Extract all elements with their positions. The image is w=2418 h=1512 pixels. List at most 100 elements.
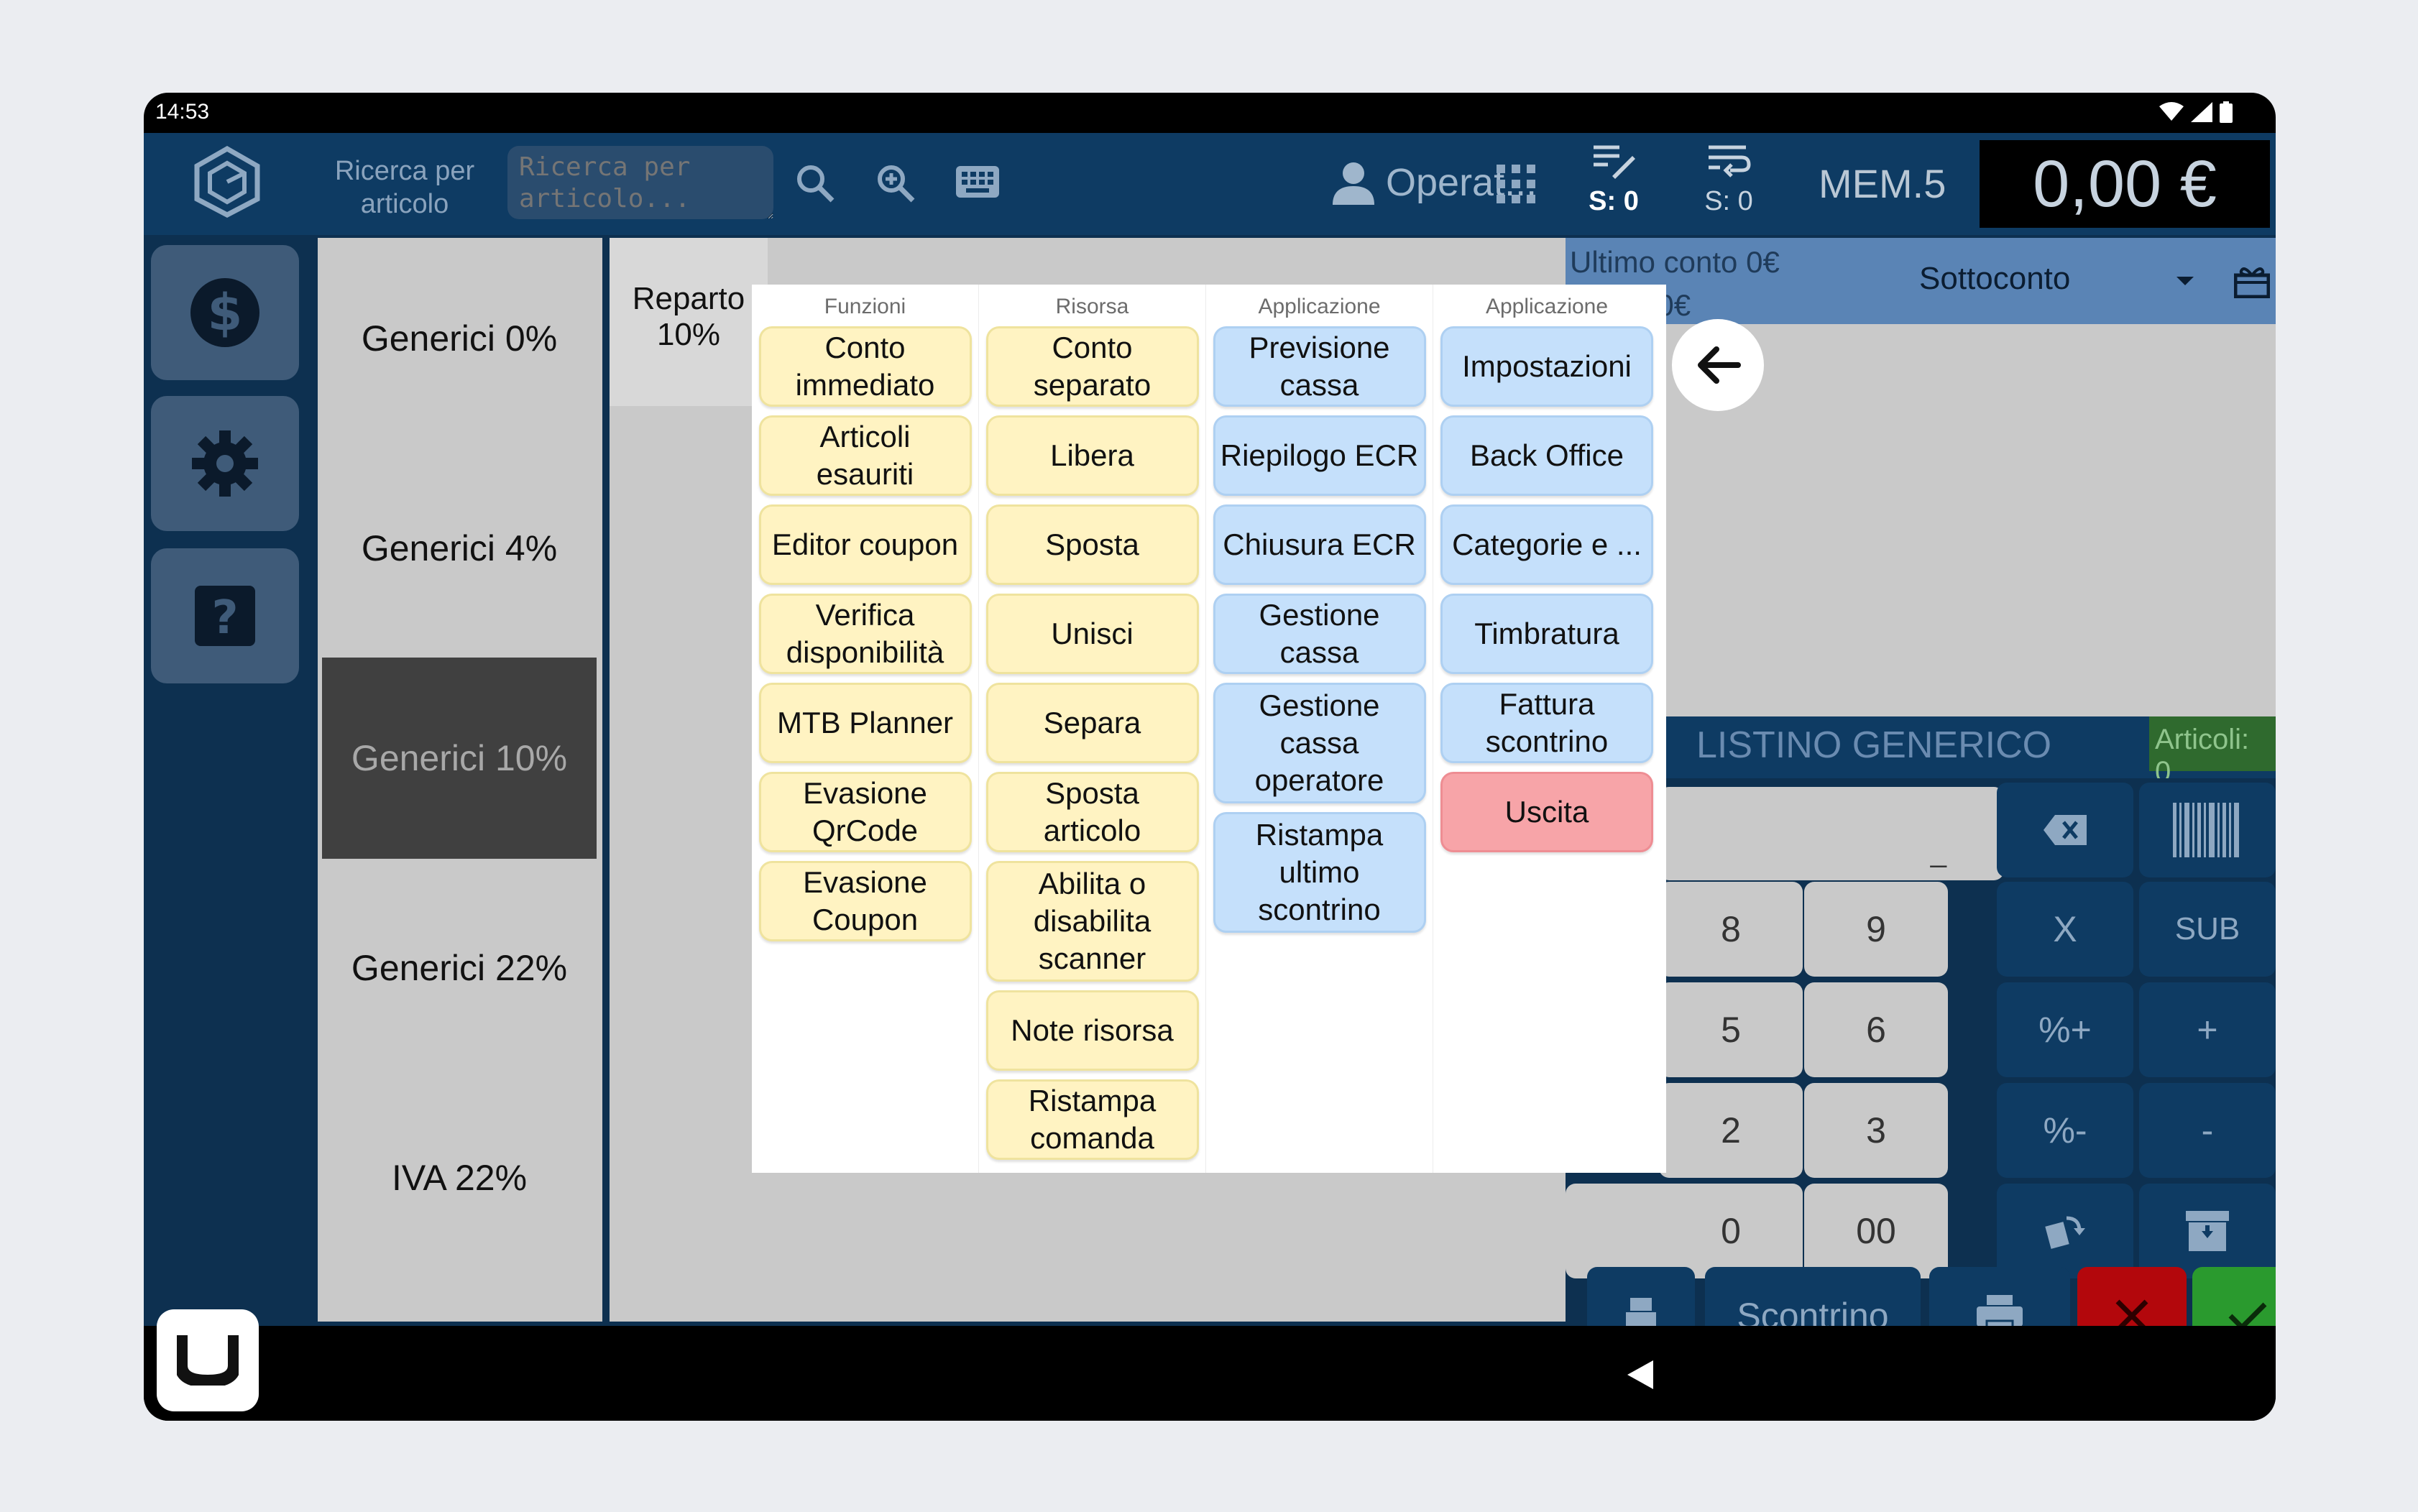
price-list-label[interactable]: LISTINO GENERICO bbox=[1696, 724, 2052, 766]
conto-immediato-button[interactable]: Conto immediato bbox=[758, 326, 972, 407]
keypad-key[interactable]: 2 bbox=[1659, 1083, 1803, 1178]
column-applicazione-2: Applicazione Impostazioni Back Office Ca… bbox=[1433, 285, 1660, 1173]
svg-text:?: ? bbox=[211, 591, 238, 645]
keypad-key[interactable]: - bbox=[2139, 1083, 2276, 1178]
help-button[interactable]: ? bbox=[151, 548, 299, 683]
rotate-button[interactable] bbox=[1997, 1184, 2133, 1278]
printer-icon bbox=[1977, 1295, 2023, 1326]
evasione-coupon-button[interactable]: Evasione Coupon bbox=[758, 861, 972, 941]
evasione-qrcode-button[interactable]: Evasione QrCode bbox=[758, 772, 972, 852]
abilita-scanner-button[interactable]: Abilita o disabilita scanner bbox=[985, 861, 1199, 982]
keypad-key[interactable]: 3 bbox=[1804, 1083, 1948, 1178]
search-input[interactable] bbox=[507, 146, 773, 219]
column-risorsa: Risorsa Conto separato Libera Sposta Uni… bbox=[979, 285, 1206, 1173]
department-tile[interactable]: Reparto 10% bbox=[610, 238, 768, 406]
uscita-button[interactable]: Uscita bbox=[1440, 772, 1653, 852]
chevron-down-icon[interactable] bbox=[2175, 275, 2195, 287]
edit-count-button[interactable]: S: 0 bbox=[1574, 143, 1653, 217]
ristampa-ultimo-scontrino-button[interactable]: Ristampa ultimo scontrino bbox=[1213, 812, 1426, 933]
libera-button[interactable]: Libera bbox=[985, 415, 1199, 496]
person-icon bbox=[1333, 162, 1374, 205]
backspace-button[interactable] bbox=[1997, 783, 2133, 877]
category-item-selected[interactable]: Generici 10% bbox=[322, 658, 597, 859]
previsione-cassa-button[interactable]: Previsione cassa bbox=[1213, 326, 1426, 407]
sposta-button[interactable]: Sposta bbox=[985, 504, 1199, 585]
status-time: 14:53 bbox=[155, 100, 210, 124]
conto-separato-button[interactable]: Conto separato bbox=[985, 326, 1199, 407]
zoom-in-icon[interactable] bbox=[875, 163, 916, 203]
nav-back-icon[interactable] bbox=[1627, 1360, 1653, 1389]
keypad-key[interactable]: %+ bbox=[1997, 982, 2133, 1077]
keypad-key[interactable]: X bbox=[1997, 882, 2133, 977]
keypad-key[interactable]: %- bbox=[1997, 1083, 2133, 1178]
unisci-button[interactable]: Unisci bbox=[985, 594, 1199, 674]
wifi-icon bbox=[2159, 102, 2184, 121]
note-risorsa-button[interactable]: Note risorsa bbox=[985, 990, 1199, 1071]
gestione-cassa-button[interactable]: Gestione cassa bbox=[1213, 594, 1426, 674]
column-title: Risorsa bbox=[1055, 295, 1129, 318]
confirm-button[interactable] bbox=[2192, 1267, 2276, 1326]
keypad-key[interactable]: 8 bbox=[1659, 882, 1803, 977]
gift-icon[interactable] bbox=[2234, 265, 2270, 298]
close-icon bbox=[2115, 1299, 2148, 1326]
keypad-key[interactable]: 0 bbox=[1659, 1184, 1803, 1278]
help-icon: ? bbox=[195, 586, 255, 646]
fattura-scontrino-button[interactable]: Fattura scontrino bbox=[1440, 683, 1653, 763]
verifica-disponibilita-button[interactable]: Verifica disponibilità bbox=[758, 594, 972, 674]
separa-button[interactable]: Separa bbox=[985, 683, 1199, 763]
svg-text:$: $ bbox=[208, 283, 243, 342]
keyboard-icon[interactable] bbox=[956, 166, 999, 198]
amount-display: _ bbox=[1659, 787, 2004, 880]
category-item[interactable]: Generici 4% bbox=[361, 528, 558, 568]
keypad-key[interactable]: + bbox=[2139, 982, 2276, 1077]
receipt-button[interactable]: Scontrino bbox=[1705, 1267, 1921, 1326]
barcode-button[interactable] bbox=[2139, 783, 2276, 877]
status-bar: 14:53 bbox=[144, 93, 2276, 133]
apps-grid-icon[interactable] bbox=[1497, 165, 1535, 203]
riepilogo-ecr-button[interactable]: Riepilogo ECR bbox=[1213, 415, 1426, 496]
subaccount-select[interactable]: Sottoconto bbox=[1919, 261, 2070, 297]
category-item[interactable]: Generici 0% bbox=[361, 318, 558, 359]
backspace-icon bbox=[2044, 815, 2087, 845]
receipt-summary: Ultimo conto 0€ Resto 0€ Sottoconto bbox=[1566, 238, 2276, 324]
android-nav-bar bbox=[144, 1326, 2276, 1421]
keypad-key[interactable]: 5 bbox=[1659, 982, 1803, 1077]
close-dialog-button[interactable] bbox=[1672, 319, 1764, 411]
keypad-key[interactable]: SUB bbox=[2139, 882, 2276, 977]
keypad-key[interactable]: 00 bbox=[1804, 1184, 1948, 1278]
back-office-button[interactable]: Back Office bbox=[1440, 415, 1653, 496]
drawer-button[interactable] bbox=[2139, 1184, 2276, 1278]
cancel-button[interactable] bbox=[2077, 1267, 2187, 1326]
category-item[interactable]: Generici 22% bbox=[351, 948, 568, 988]
categorie-button[interactable]: Categorie e ... bbox=[1440, 504, 1653, 585]
keypad-key[interactable]: 9 bbox=[1804, 882, 1948, 977]
settings-button[interactable] bbox=[151, 396, 299, 531]
app-badge[interactable] bbox=[157, 1309, 259, 1411]
articles-count: Articoli: 0 bbox=[2149, 716, 2276, 788]
wrap-count-button[interactable]: S: 0 bbox=[1689, 143, 1768, 217]
archive-icon bbox=[2186, 1211, 2229, 1251]
search-mode-label[interactable]: Ricerca per articolo bbox=[334, 156, 475, 219]
gestione-cassa-operatore-button[interactable]: Gestione cassa operatore bbox=[1213, 683, 1426, 803]
print-button[interactable] bbox=[1929, 1267, 2070, 1326]
search-icon[interactable] bbox=[795, 163, 835, 203]
mtb-planner-button[interactable]: MTB Planner bbox=[758, 683, 972, 763]
price-list-bar: LISTINO GENERICO Articoli: 0 bbox=[1566, 716, 2276, 788]
payment-button[interactable]: $ bbox=[151, 245, 299, 380]
memory-label[interactable]: MEM.5 bbox=[1819, 161, 1946, 206]
chiusura-ecr-button[interactable]: Chiusura ECR bbox=[1213, 504, 1426, 585]
category-item[interactable]: IVA 22% bbox=[391, 1158, 528, 1198]
articoli-esauriti-button[interactable]: Articoli esauriti bbox=[758, 415, 972, 496]
dollar-icon: $ bbox=[190, 278, 259, 347]
column-title: Applicazione bbox=[1258, 295, 1381, 318]
sposta-articolo-button[interactable]: Sposta articolo bbox=[985, 772, 1199, 852]
cash-drawer-button[interactable] bbox=[1587, 1267, 1695, 1326]
keypad-key[interactable]: 6 bbox=[1804, 982, 1948, 1077]
timbratura-button[interactable]: Timbratura bbox=[1440, 594, 1653, 674]
edit-count-label: S: 0 bbox=[1589, 186, 1639, 216]
ristampa-comanda-button[interactable]: Ristampa comanda bbox=[985, 1079, 1199, 1160]
impostazioni-button[interactable]: Impostazioni bbox=[1440, 326, 1653, 407]
app-logo-icon[interactable] bbox=[191, 146, 263, 218]
text-wrap-icon bbox=[1709, 145, 1751, 178]
editor-coupon-button[interactable]: Editor coupon bbox=[758, 504, 972, 585]
